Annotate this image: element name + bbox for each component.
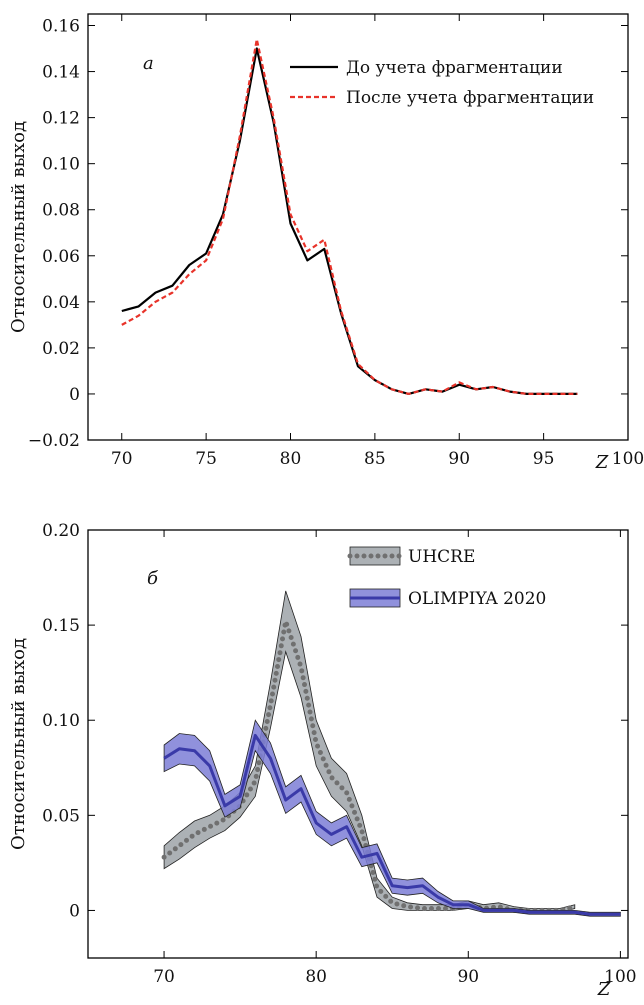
series-line-0 bbox=[161, 618, 578, 913]
y-axis-label: Относительный выход bbox=[8, 121, 29, 333]
panel-letter: а bbox=[143, 53, 154, 74]
legend-label-1: OLIMPIYA 2020 bbox=[408, 589, 546, 609]
x-tick-label: 70 bbox=[153, 967, 175, 987]
legend-label-1: После учета фрагментации bbox=[346, 88, 594, 108]
y-tick-label: 0.08 bbox=[42, 201, 80, 221]
x-tick-label: 70 bbox=[111, 449, 133, 469]
x-tick-label: 95 bbox=[533, 449, 555, 469]
y-tick-label: 0.04 bbox=[42, 293, 80, 313]
x-tick-label: 80 bbox=[280, 449, 302, 469]
y-tick-label: 0.10 bbox=[42, 711, 80, 731]
y-tick-label: −0.02 bbox=[28, 431, 80, 451]
y-tick-label: 0.06 bbox=[42, 247, 80, 267]
x-axis-label: Z bbox=[595, 452, 609, 473]
y-tick-label: 0.10 bbox=[42, 155, 80, 175]
x-tick-label: 90 bbox=[448, 449, 470, 469]
legend-label-0: UHCRE bbox=[408, 547, 475, 567]
y-tick-label: 0.20 bbox=[42, 521, 80, 541]
panel-letter: б bbox=[147, 568, 159, 589]
series-line-1 bbox=[163, 733, 621, 916]
y-tick-label: 0.02 bbox=[42, 339, 80, 359]
chart-panel-b: 70 80 90 100 0 0.05 0.10 0.15 0.20 Z Относительный… bbox=[8, 521, 637, 1000]
x-tick-label: 80 bbox=[305, 967, 327, 987]
y-tick-label: 0 bbox=[69, 385, 80, 405]
x-tick-label: 100 bbox=[612, 449, 644, 469]
x-tick-label: 75 bbox=[195, 449, 217, 469]
y-tick-label: 0.14 bbox=[42, 63, 80, 83]
y-tick-label: 0 bbox=[69, 901, 80, 921]
y-tick-label: 0.15 bbox=[42, 616, 80, 636]
x-tick-label: 85 bbox=[364, 449, 386, 469]
y-tick-label: 0.05 bbox=[42, 806, 80, 826]
legend-label-0: До учета фрагментации bbox=[346, 58, 563, 78]
y-tick-label: 0.12 bbox=[42, 109, 80, 129]
x-tick-label: 90 bbox=[457, 967, 479, 987]
y-axis-label: Относительный выход bbox=[8, 638, 29, 850]
series-line-1 bbox=[121, 38, 578, 395]
chart-panel-a: 70 75 80 85 90 95 100 −0.02 0 0.02 0.04 0.06 0.08 0.1… bbox=[8, 13, 644, 473]
x-tick-label: 100 bbox=[604, 967, 636, 987]
x-axis-label: Z bbox=[597, 979, 611, 1000]
plot-frame bbox=[87, 529, 629, 959]
y-tick-label: 0.16 bbox=[42, 17, 80, 37]
plot-frame bbox=[87, 13, 629, 441]
series-band-1 bbox=[163, 719, 621, 917]
